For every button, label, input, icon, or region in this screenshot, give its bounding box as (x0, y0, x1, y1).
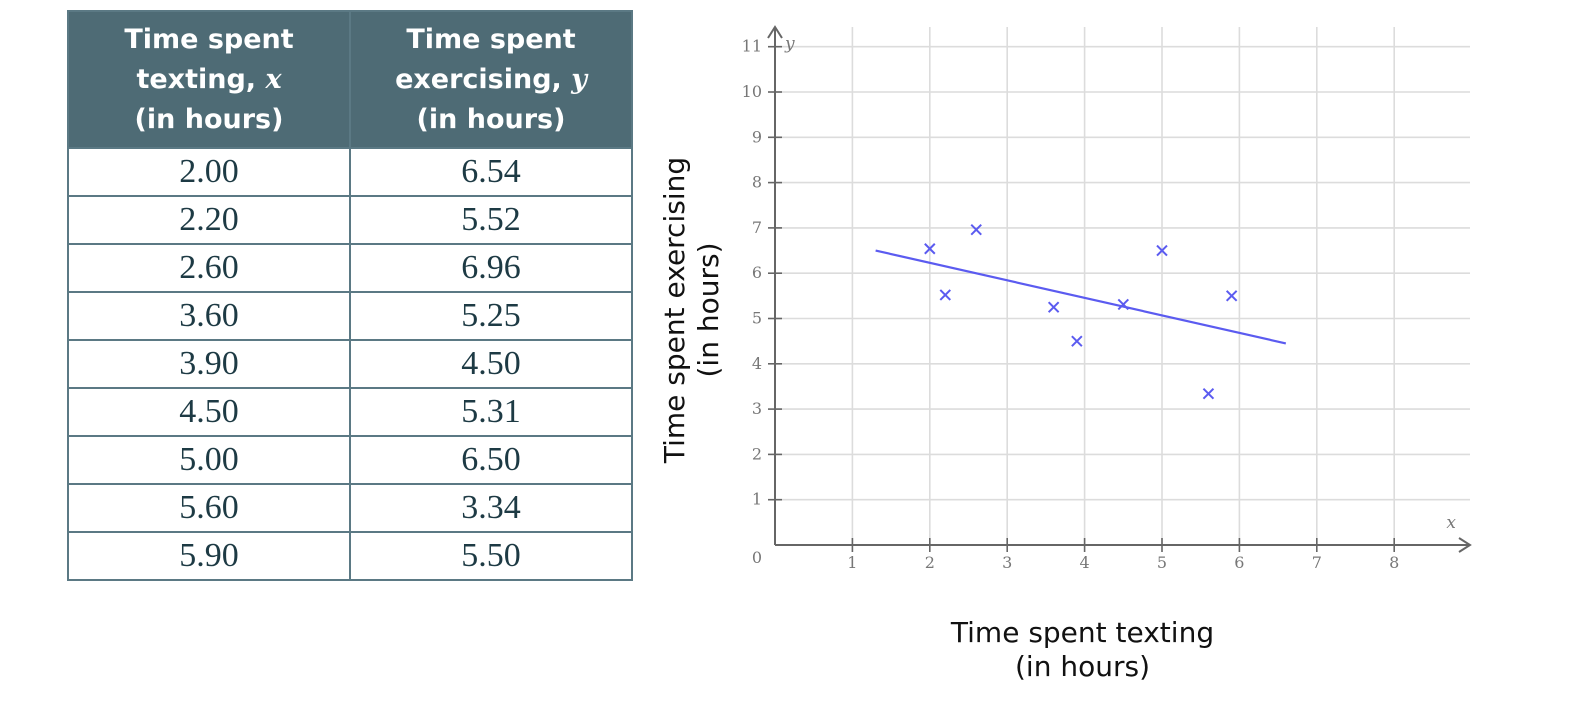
x-axis-variable-label: x (1446, 513, 1456, 533)
y-axis-title: Time spent exercising (658, 157, 691, 464)
header-line: Time spent (406, 23, 576, 55)
header-line: (in hours) (416, 103, 566, 135)
data-point (1156, 244, 1168, 257)
y-tick-label: 8 (752, 173, 762, 192)
data-point-stroke (1047, 301, 1060, 313)
table-row: 4.50 5.31 (67, 387, 633, 437)
table-cell: 6.54 (349, 147, 633, 197)
y-axis-title: (in hours) (692, 243, 725, 378)
header-variable: y (571, 63, 587, 95)
trend-line-layer (875, 249, 1287, 345)
table-cell: 5.00 (67, 435, 351, 485)
table-cell: 5.90 (67, 531, 351, 581)
y-tick-label: 1 (752, 490, 762, 509)
table-row: 2.60 6.96 (67, 243, 633, 293)
data-point-stroke (1225, 290, 1238, 302)
data-point-stroke (1117, 298, 1130, 311)
y-tick-label: 6 (752, 263, 762, 282)
y-tick-label: 9 (752, 127, 762, 146)
table-row: 5.90 5.50 (67, 531, 633, 581)
x-axis-title: (in hours) (1015, 650, 1150, 683)
ticks: 1 2 3 4 5 6 7 8 1 2 3 4 5 6 7 8 9 10 11 0 (742, 37, 1400, 572)
table-cell: 3.90 (67, 339, 351, 389)
table-cell: 4.50 (349, 339, 633, 389)
x-tick-label: 1 (847, 553, 857, 572)
data-point-stroke (1202, 387, 1215, 400)
grid (775, 27, 1470, 545)
table-cell: 4.50 (67, 387, 351, 437)
table-cell: 5.52 (349, 195, 633, 245)
table-cell: 2.20 (67, 195, 351, 245)
table-row: 2.00 6.54 (67, 147, 633, 197)
trend-line (875, 249, 1287, 345)
data-point-stroke (1156, 244, 1168, 257)
table-header-row: Time spent texting, x (in hours) Time sp… (67, 10, 633, 149)
x-axis-arrow (1458, 537, 1472, 553)
x-tick-label: 6 (1234, 553, 1244, 572)
x-tick-label: 4 (1080, 553, 1090, 572)
origin-label: 0 (752, 548, 762, 567)
data-point (1202, 387, 1215, 400)
y-axis-variable-label: y (784, 34, 795, 54)
table-cell: 2.60 (67, 243, 351, 293)
x-tick-label: 2 (925, 553, 935, 572)
table-row: 5.60 3.34 (67, 483, 633, 533)
data-point (1047, 301, 1060, 313)
table-cell: 5.25 (349, 291, 633, 341)
data-point (1225, 290, 1238, 302)
axes: xy (767, 25, 1472, 553)
y-tick-label: 11 (742, 37, 762, 56)
table-row: 3.60 5.25 (67, 291, 633, 341)
x-tick-label: 5 (1157, 553, 1167, 572)
x-tick-label: 3 (1002, 553, 1012, 572)
y-tick-label: 4 (752, 354, 762, 373)
data-points (924, 224, 1238, 400)
y-tick-label: 10 (742, 82, 762, 101)
y-tick-label: 5 (752, 309, 762, 328)
header-variable: x (265, 63, 282, 95)
header-line: texting, (136, 63, 266, 95)
column-header-texting: Time spent texting, x (in hours) (67, 10, 351, 149)
table-cell: 6.96 (349, 243, 633, 293)
table-cell: 3.34 (349, 483, 633, 533)
y-axis-arrow (767, 25, 783, 39)
table-cell: 2.00 (67, 147, 351, 197)
data-point-stroke (924, 243, 936, 255)
column-header-exercising: Time spent exercising, y (in hours) (349, 10, 633, 149)
x-tick-label: 7 (1312, 553, 1322, 572)
data-point (1117, 298, 1130, 311)
table-cell: 3.60 (67, 291, 351, 341)
y-tick-label: 7 (752, 218, 762, 237)
data-point-stroke (1071, 335, 1083, 347)
table-cell: 5.50 (349, 531, 633, 581)
axis-titles: Time spent texting(in hours)Time spent e… (658, 157, 1214, 683)
y-tick-label: 2 (752, 444, 762, 463)
x-axis-title: Time spent texting (950, 616, 1214, 649)
data-point-stroke (970, 224, 982, 236)
table-cell: 5.31 (349, 387, 633, 437)
data-point (924, 243, 936, 255)
data-table: Time spent texting, x (in hours) Time sp… (67, 10, 633, 581)
x-tick-label: 8 (1389, 553, 1399, 572)
data-point (1071, 335, 1083, 347)
table-row: 3.90 4.50 (67, 339, 633, 389)
data-point (970, 224, 982, 236)
y-tick-label: 3 (752, 399, 762, 418)
table-row: 5.00 6.50 (67, 435, 633, 485)
header-line: exercising, (395, 63, 572, 95)
header-line: (in hours) (134, 103, 284, 135)
data-point-stroke (939, 289, 951, 301)
data-point (939, 289, 951, 301)
table-cell: 6.50 (349, 435, 633, 485)
table-row: 2.20 5.52 (67, 195, 633, 245)
header-line: Time spent (124, 23, 294, 55)
table-cell: 5.60 (67, 483, 351, 533)
